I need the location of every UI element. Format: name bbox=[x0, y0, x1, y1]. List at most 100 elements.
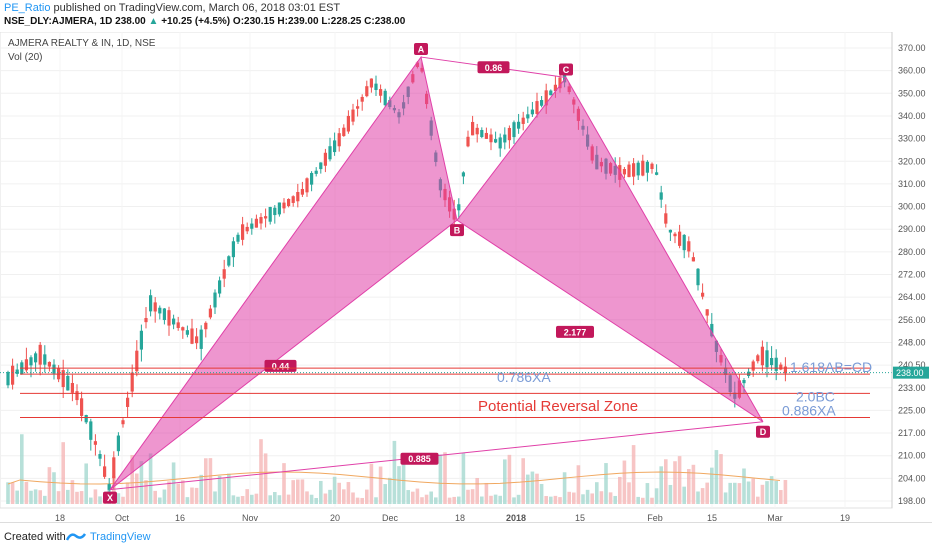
volume-bar bbox=[328, 489, 332, 504]
candle-body bbox=[52, 364, 56, 374]
volume-bar bbox=[378, 466, 383, 504]
volume-bar bbox=[742, 468, 746, 504]
candle-body bbox=[245, 226, 249, 232]
time-tick-label: 18 bbox=[455, 513, 465, 522]
volume-bar bbox=[636, 496, 640, 504]
ratio-badge-text: 0.44 bbox=[272, 361, 290, 371]
price-axis: 370.00 360.00 350.00 340.00 330.00 320.00 310.… bbox=[891, 32, 929, 508]
volume-bar bbox=[411, 491, 415, 504]
symbol-label: NSE_DLY:AJMERA, 1D bbox=[4, 16, 113, 27]
candle-body bbox=[360, 96, 364, 102]
candle-body bbox=[351, 109, 355, 122]
candle-body bbox=[489, 134, 493, 143]
price-tick-label: 272.00 bbox=[898, 270, 926, 280]
volume-bar bbox=[282, 463, 286, 504]
candle-body bbox=[181, 327, 185, 331]
last-price: 238.00 bbox=[115, 16, 146, 27]
volume-bar bbox=[461, 452, 466, 504]
volume-bar bbox=[452, 496, 456, 504]
volume-bar bbox=[498, 495, 502, 504]
volume-bar bbox=[401, 454, 406, 504]
volume-bar bbox=[549, 496, 553, 504]
volume-bar bbox=[305, 491, 309, 504]
volume-bar bbox=[733, 482, 737, 504]
volume-bar bbox=[346, 482, 351, 504]
point-d-label bbox=[756, 425, 770, 438]
price-chart[interactable]: X A B C D 0.44 0.86 2.177 0.885 1.618AB=CD 0.786X… bbox=[0, 32, 932, 522]
volume-bar bbox=[374, 497, 378, 504]
symbol-info: NSE_DLY:AJMERA, 1D 238.00 ▲ +10.25 (+4.5… bbox=[4, 16, 405, 27]
volume-bar bbox=[194, 487, 199, 504]
candle-body bbox=[61, 370, 65, 388]
volume-bar bbox=[760, 484, 765, 504]
volume-bar bbox=[383, 484, 387, 504]
volume-bar bbox=[581, 494, 585, 504]
ratio-badge-text: 0.885 bbox=[408, 454, 431, 464]
candle-body bbox=[38, 344, 42, 365]
candle-body bbox=[296, 191, 300, 202]
candle-body bbox=[310, 172, 314, 185]
volume-bar bbox=[585, 489, 590, 504]
author-link[interactable]: PE_Ratio bbox=[4, 2, 51, 14]
candle-body bbox=[641, 160, 645, 176]
volume-bar bbox=[167, 481, 171, 504]
candle-body bbox=[89, 421, 93, 440]
candle-body bbox=[135, 350, 139, 372]
volume-bar bbox=[33, 489, 38, 504]
candle-body bbox=[231, 241, 235, 258]
volume-bar bbox=[158, 497, 162, 504]
volume-bar bbox=[98, 496, 102, 504]
chart-title: AJMERA REALTY & IN, 1D, NSE bbox=[8, 38, 156, 49]
volume-bar bbox=[572, 492, 576, 504]
candle-body bbox=[116, 435, 120, 452]
price-tick-label: 370.00 bbox=[898, 43, 926, 53]
price-tick-label: 350.00 bbox=[898, 88, 926, 98]
reversal-zone-label: Potential Reversal Zone bbox=[478, 398, 638, 415]
volume-bar bbox=[337, 482, 341, 504]
volume-bar bbox=[93, 489, 98, 504]
volume-bar bbox=[553, 495, 558, 504]
volume-bar bbox=[765, 481, 769, 504]
volume-bar bbox=[24, 481, 29, 504]
candle-body bbox=[484, 132, 488, 139]
price-tick-label: 360.00 bbox=[898, 66, 926, 76]
volume-bar bbox=[208, 458, 213, 504]
publish-info: PE_Ratio published on TradingView.com, M… bbox=[4, 2, 340, 14]
volume-bar bbox=[89, 497, 93, 504]
ratio-badge-text: 0.86 bbox=[485, 63, 503, 73]
time-tick-label: 19 bbox=[840, 513, 850, 522]
candle-body bbox=[66, 376, 70, 391]
candle-body bbox=[199, 329, 203, 349]
ratio-badge bbox=[556, 325, 594, 338]
candle-body bbox=[222, 269, 226, 279]
volume-bar bbox=[447, 497, 452, 504]
candle-body bbox=[498, 137, 502, 149]
tradingview-logo-icon bbox=[66, 533, 86, 541]
candle-body bbox=[34, 353, 38, 363]
price-tick-label: 198.00 bbox=[898, 496, 926, 506]
volume-bar bbox=[489, 495, 493, 504]
candle-body bbox=[540, 100, 544, 106]
high-value: H:239.00 bbox=[277, 16, 319, 27]
time-tick-label: 15 bbox=[707, 513, 717, 522]
volume-bar bbox=[429, 491, 433, 504]
tradingview-brand-link[interactable]: TradingView bbox=[90, 531, 151, 543]
candle-body bbox=[756, 355, 760, 362]
volume-bar bbox=[277, 495, 282, 504]
volume-bar bbox=[38, 490, 42, 504]
volume-bar bbox=[516, 494, 521, 504]
volume-bar bbox=[112, 476, 116, 504]
candle-body bbox=[521, 117, 525, 124]
volume-bar bbox=[751, 478, 755, 504]
volume-bar bbox=[56, 491, 61, 504]
candle-body bbox=[144, 318, 148, 323]
volume-bar bbox=[162, 489, 167, 504]
ratio-badge bbox=[264, 359, 297, 372]
candle-body bbox=[259, 217, 263, 224]
volume-bar bbox=[185, 497, 190, 504]
volume-ma-line bbox=[7, 471, 781, 485]
volume-bar bbox=[631, 445, 636, 504]
volume-bar bbox=[199, 474, 203, 504]
open-value: O:230.15 bbox=[232, 16, 275, 27]
price-tick-label: 264.00 bbox=[898, 292, 926, 302]
